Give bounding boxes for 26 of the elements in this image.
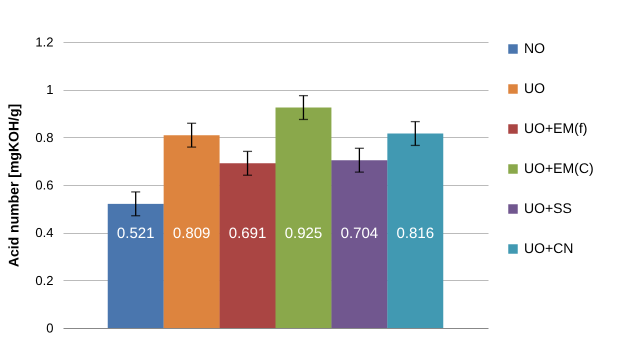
data-label: 0.691	[228, 225, 266, 242]
legend-label: UO+SS	[524, 200, 572, 216]
y-tick-label: 0.8	[35, 130, 54, 145]
y-tick-label: 1	[46, 82, 54, 98]
y-tick-label: 0.2	[35, 272, 54, 288]
y-tick-label: 1.2	[35, 34, 54, 50]
y-tick-label: 0.4	[35, 225, 54, 240]
y-tick-label: 0	[46, 320, 54, 336]
bar	[220, 163, 276, 328]
data-label: 0.521	[116, 225, 154, 242]
legend-label: NO	[524, 40, 546, 56]
legend-label: UO+CN	[524, 240, 574, 256]
bar	[108, 204, 164, 328]
bar	[387, 134, 444, 328]
data-label: 0.816	[396, 225, 434, 242]
bar	[276, 108, 332, 328]
bar	[164, 135, 220, 328]
legend-label: UO	[524, 80, 546, 96]
data-label: 0.925	[284, 225, 322, 242]
y-tick-label: 0.6	[35, 178, 54, 192]
legend-label: UO+EM(C)	[524, 160, 594, 176]
data-label: 0.704	[340, 225, 378, 242]
data-label: 0.809	[172, 225, 210, 242]
y-axis-title: Acid number [mgKOH/g]	[5, 104, 22, 268]
bar	[331, 160, 388, 328]
legend-label: UO+EM(f)	[524, 120, 588, 136]
